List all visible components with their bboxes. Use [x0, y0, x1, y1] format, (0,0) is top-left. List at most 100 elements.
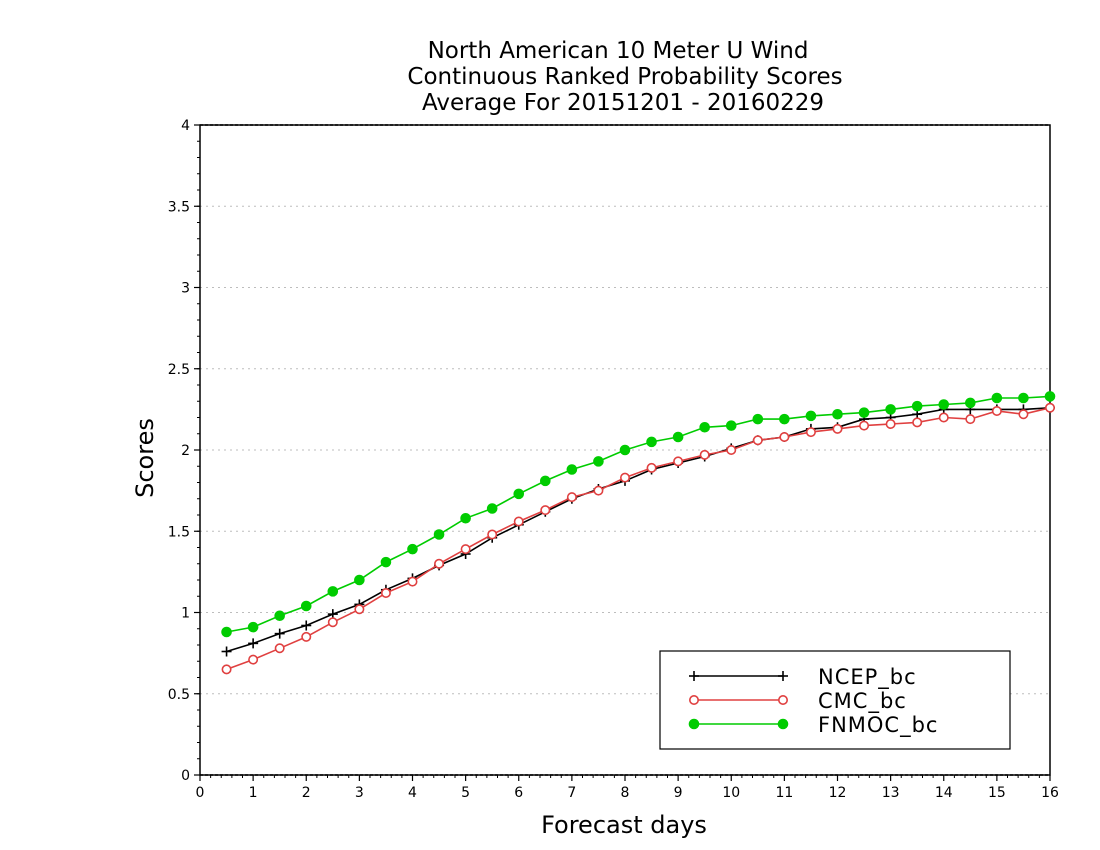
legend-item-ncep-bc: NCEP_bc — [689, 665, 917, 690]
data-point-fnmoc-bc — [433, 529, 445, 540]
x-tick-label: 16 — [1041, 785, 1059, 801]
data-point-fnmoc-bc — [1018, 392, 1029, 404]
data-point-fnmoc-bc — [619, 444, 631, 456]
data-point-cmc-bc — [566, 492, 577, 503]
series-cmc-bc — [221, 402, 1056, 675]
legend-marker — [777, 694, 788, 705]
x-tick-label: 12 — [829, 785, 847, 801]
data-point-fnmoc-bc — [407, 543, 418, 555]
data-point-fnmoc-bc — [858, 407, 870, 418]
data-point-fnmoc-bc — [725, 420, 737, 431]
series-line-ncep-bc — [226, 407, 1051, 653]
data-point-fnmoc-bc — [938, 399, 950, 410]
series-layer — [221, 391, 1056, 675]
data-point-cmc-bc — [434, 558, 445, 569]
x-tick-label: 10 — [722, 785, 740, 801]
data-point-fnmoc-bc — [380, 556, 392, 568]
data-point-cmc-bc — [327, 617, 338, 628]
legend-marker — [778, 671, 788, 681]
x-tick-label: 1 — [249, 785, 258, 801]
data-point-ncep-bc — [301, 620, 312, 631]
data-point-fnmoc-bc — [593, 456, 604, 467]
data-point-cmc-bc — [301, 631, 312, 642]
data-point-fnmoc-bc — [885, 404, 896, 415]
y-tick-label: 0 — [181, 768, 190, 784]
series-fnmoc-bc — [221, 391, 1056, 638]
y-tick-label: 1.5 — [168, 524, 190, 540]
data-point-cmc-bc — [885, 418, 896, 429]
legend-marker — [688, 718, 700, 730]
y-axis-label: Scores — [131, 418, 159, 498]
data-point-cmc-bc — [726, 444, 737, 455]
data-point-cmc-bc — [274, 643, 285, 654]
data-point-fnmoc-bc — [327, 586, 339, 597]
data-point-fnmoc-bc — [460, 512, 471, 524]
title-line-1: North American 10 Meter U Wind — [428, 38, 809, 64]
legend-label: NCEP_bc — [818, 665, 917, 690]
data-point-cmc-bc — [248, 654, 259, 665]
data-point-cmc-bc — [779, 431, 790, 442]
x-tick-label: 0 — [196, 785, 205, 801]
data-point-ncep-bc — [274, 628, 285, 639]
data-point-cmc-bc — [991, 405, 1002, 416]
x-tick-label: 15 — [988, 785, 1006, 801]
title-line-3: Average For 20151201 - 20160229 — [422, 90, 824, 116]
data-point-cmc-bc — [221, 664, 232, 675]
y-tick-label: 4 — [181, 118, 190, 134]
data-point-fnmoc-bc — [672, 431, 684, 443]
x-tick-label: 8 — [621, 785, 630, 801]
data-point-cmc-bc — [407, 576, 418, 587]
x-tick-label: 2 — [302, 785, 311, 801]
series-line-cmc-bc — [226, 407, 1051, 671]
data-point-cmc-bc — [859, 420, 870, 431]
legend-marker — [777, 718, 789, 730]
axis-ticks: 00.511.522.533.540 1 2 3 4 5 6 7 8 9 10 11 12 13 14 15 1… — [168, 118, 1059, 801]
series-ncep-bc — [221, 402, 1055, 657]
data-point-cmc-bc — [619, 472, 630, 483]
title-line-2: Continuous Ranked Probability Scores — [407, 64, 842, 90]
legend-marker — [689, 671, 699, 681]
y-tick-label: 1 — [181, 606, 190, 622]
data-point-fnmoc-bc — [247, 621, 259, 633]
data-point-fnmoc-bc — [991, 392, 1003, 404]
data-point-cmc-bc — [354, 604, 365, 615]
data-point-cmc-bc — [805, 427, 816, 438]
data-point-cmc-bc — [938, 412, 949, 423]
x-tick-label: 3 — [355, 785, 364, 801]
legend-item-fnmoc-bc: FNMOC_bc — [688, 713, 938, 738]
legend-label: FNMOC_bc — [818, 713, 938, 738]
y-tick-label: 2 — [181, 443, 190, 459]
y-tick-label: 3.5 — [168, 199, 190, 215]
data-point-fnmoc-bc — [911, 400, 923, 412]
data-point-fnmoc-bc — [1044, 391, 1056, 402]
data-point-fnmoc-bc — [566, 464, 578, 475]
data-point-fnmoc-bc — [646, 436, 657, 448]
legend-item-cmc-bc: CMC_bc — [688, 689, 906, 714]
data-point-fnmoc-bc — [540, 475, 551, 487]
data-point-fnmoc-bc — [965, 397, 976, 409]
data-point-cmc-bc — [380, 587, 391, 598]
x-tick-label: 14 — [935, 785, 953, 801]
chart-title: North American 10 Meter U Wind Continuou… — [407, 38, 842, 116]
x-tick-label: 5 — [461, 785, 470, 801]
data-point-cmc-bc — [699, 449, 710, 460]
data-point-fnmoc-bc — [300, 600, 312, 612]
data-point-fnmoc-bc — [221, 626, 232, 638]
legend-marker — [688, 694, 699, 705]
x-tick-label: 9 — [674, 785, 683, 801]
x-tick-label: 7 — [567, 785, 576, 801]
data-point-cmc-bc — [965, 414, 976, 425]
data-point-cmc-bc — [460, 544, 471, 555]
data-point-fnmoc-bc — [805, 410, 817, 422]
data-point-cmc-bc — [673, 456, 684, 467]
data-point-ncep-bc — [248, 638, 259, 649]
data-point-cmc-bc — [1045, 402, 1056, 413]
data-point-cmc-bc — [593, 485, 604, 496]
data-point-cmc-bc — [540, 505, 551, 516]
x-tick-label: 13 — [882, 785, 900, 801]
x-axis-label: Forecast days — [541, 811, 707, 839]
y-tick-label: 2.5 — [168, 362, 190, 378]
data-point-cmc-bc — [832, 423, 843, 434]
data-point-fnmoc-bc — [274, 610, 285, 622]
data-point-cmc-bc — [912, 417, 923, 428]
